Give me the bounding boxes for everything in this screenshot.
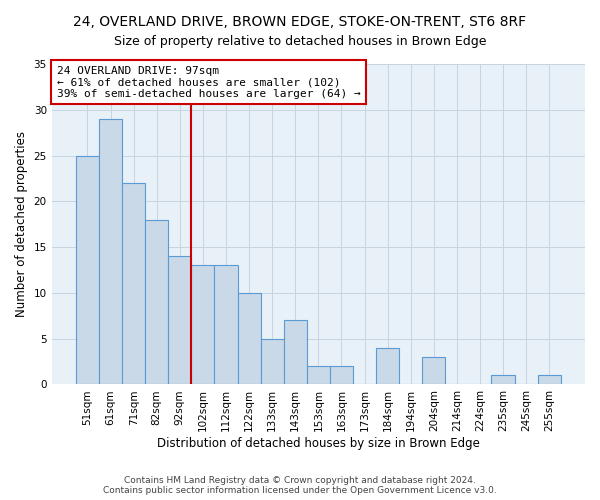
Y-axis label: Number of detached properties: Number of detached properties [15, 131, 28, 317]
Bar [491, 376, 515, 384]
Bar [260, 338, 284, 384]
Bar [284, 320, 307, 384]
Bar [99, 119, 122, 384]
Bar [422, 357, 445, 384]
Bar [238, 293, 260, 384]
X-axis label: Distribution of detached houses by size in Brown Edge: Distribution of detached houses by size … [157, 437, 480, 450]
Bar [307, 366, 330, 384]
Bar [376, 348, 399, 385]
Bar [214, 266, 238, 384]
Bar [168, 256, 191, 384]
Bar [145, 220, 168, 384]
Text: 24, OVERLAND DRIVE, BROWN EDGE, STOKE-ON-TRENT, ST6 8RF: 24, OVERLAND DRIVE, BROWN EDGE, STOKE-ON… [73, 15, 527, 29]
Text: 24 OVERLAND DRIVE: 97sqm
← 61% of detached houses are smaller (102)
39% of semi-: 24 OVERLAND DRIVE: 97sqm ← 61% of detach… [57, 66, 361, 99]
Bar [538, 376, 561, 384]
Bar [76, 156, 99, 384]
Bar [191, 266, 214, 384]
Bar [122, 183, 145, 384]
Text: Contains HM Land Registry data © Crown copyright and database right 2024.
Contai: Contains HM Land Registry data © Crown c… [103, 476, 497, 495]
Text: Size of property relative to detached houses in Brown Edge: Size of property relative to detached ho… [114, 35, 486, 48]
Bar [330, 366, 353, 384]
